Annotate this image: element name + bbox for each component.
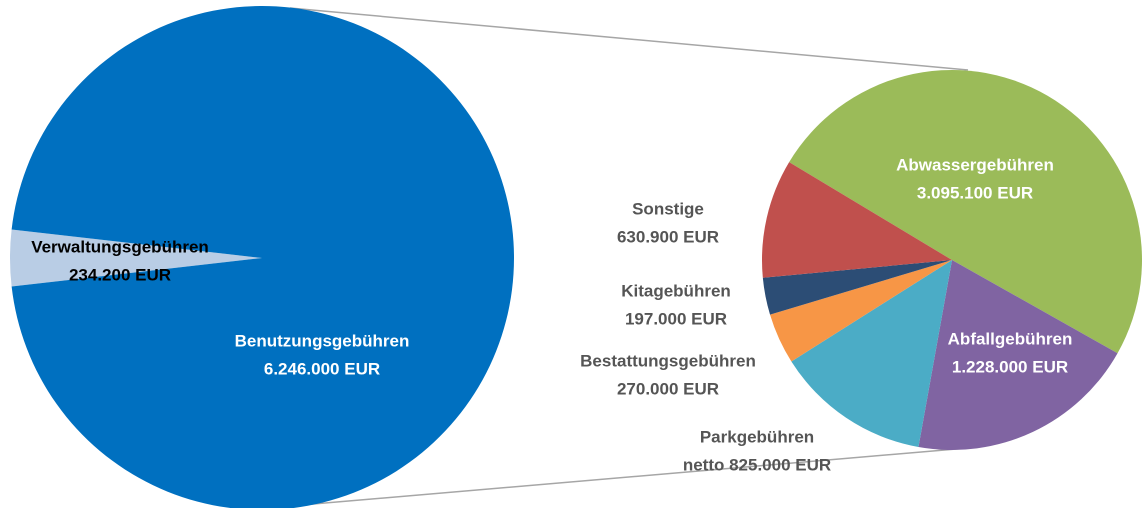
slice-label: Sonstige: [632, 199, 704, 218]
slice-label: Abfallgebühren: [948, 329, 1073, 348]
pie-slice: [770, 260, 952, 362]
slice-value-label: 270.000 EUR: [617, 379, 719, 398]
connector-line: [289, 7, 969, 71]
slice-value-label: 3.095.100 EUR: [917, 183, 1033, 202]
connector-line: [289, 447, 969, 507]
pie-slice: [762, 260, 952, 315]
slice-value-label: 6.246.000 EUR: [264, 359, 380, 378]
slice-label: Kitagebühren: [621, 281, 731, 300]
pie-slice: [918, 260, 1118, 450]
slice-value-label: netto 825.000 EUR: [683, 455, 831, 474]
pie-slice: [11, 6, 514, 508]
slice-label: Bestattungsgebühren: [580, 351, 756, 370]
slice-value-label: 234.200 EUR: [69, 265, 171, 284]
pie-slice: [789, 69, 1143, 354]
pie-slice: [10, 229, 262, 287]
slice-value-label: 630.900 EUR: [617, 227, 719, 246]
pie-slice: [791, 260, 952, 448]
slice-label: Benutzungsgebühren: [235, 331, 410, 350]
slice-value-label: 1.228.000 EUR: [952, 357, 1068, 376]
slice-label: Abwassergebühren: [896, 155, 1054, 174]
slice-value-label: 197.000 EUR: [625, 309, 727, 328]
slice-label: Parkgebühren: [700, 427, 814, 446]
pie-slice: [761, 162, 952, 278]
slice-label: Verwaltungsgebühren: [31, 237, 209, 256]
